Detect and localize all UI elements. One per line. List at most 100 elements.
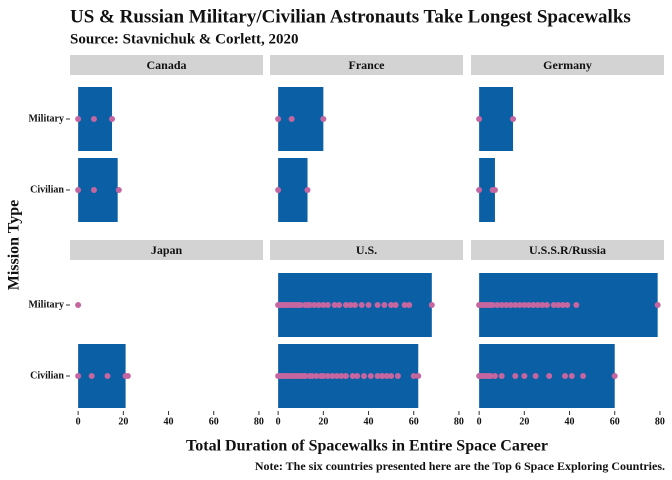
bar xyxy=(78,344,126,408)
x-tick-label: 40 xyxy=(565,416,575,427)
bar xyxy=(278,87,324,151)
point xyxy=(388,373,395,379)
point xyxy=(313,373,320,379)
point xyxy=(534,302,541,308)
x-tick-label: 60 xyxy=(409,416,419,427)
point xyxy=(521,373,528,379)
point xyxy=(489,302,496,308)
point xyxy=(428,302,435,308)
facet-label: Germany xyxy=(543,58,592,72)
point xyxy=(410,373,417,379)
point xyxy=(546,373,553,379)
x-tick-label: 20 xyxy=(318,416,328,427)
point xyxy=(525,302,532,308)
point xyxy=(374,373,381,379)
x-tick-label: 20 xyxy=(118,416,128,427)
y-tick-label: Civilian xyxy=(30,184,64,195)
point xyxy=(275,187,282,193)
point xyxy=(297,302,304,308)
point xyxy=(90,116,97,122)
point xyxy=(564,302,571,308)
point xyxy=(476,187,483,193)
point xyxy=(383,373,390,379)
x-tick-label: 20 xyxy=(519,416,529,427)
point xyxy=(342,373,349,379)
x-tick-label: 40 xyxy=(164,416,174,427)
point xyxy=(324,373,331,379)
point xyxy=(104,373,111,379)
chart-title: US & Russian Military/Civilian Astronaut… xyxy=(70,6,631,27)
point xyxy=(354,373,361,379)
point xyxy=(75,302,82,308)
point xyxy=(351,302,358,308)
point xyxy=(539,302,546,308)
facet-label: U.S. xyxy=(356,243,377,257)
point xyxy=(494,302,501,308)
x-tick-label: 60 xyxy=(610,416,620,427)
x-tick-label: 60 xyxy=(209,416,219,427)
x-tick-label: 80 xyxy=(454,416,464,427)
point xyxy=(347,302,354,308)
point xyxy=(491,187,498,193)
bar xyxy=(479,87,514,151)
point xyxy=(476,116,483,122)
point xyxy=(654,302,661,308)
chart-subtitle: Source: Stavnichuk & Corlett, 2020 xyxy=(70,31,298,47)
facet-label: Canada xyxy=(146,58,186,72)
point xyxy=(532,373,539,379)
point xyxy=(491,373,498,379)
x-axis-label: Total Duration of Spacewalks in Entire S… xyxy=(186,438,548,455)
facet-strip xyxy=(270,240,463,260)
point xyxy=(543,302,550,308)
point xyxy=(75,187,82,193)
point xyxy=(306,302,313,308)
facet-label: U.S.S.R/Russia xyxy=(529,243,606,257)
point xyxy=(365,302,372,308)
point xyxy=(580,373,587,379)
point xyxy=(512,373,519,379)
point xyxy=(320,116,327,122)
point xyxy=(90,187,97,193)
point xyxy=(573,302,580,308)
point xyxy=(392,302,399,308)
point xyxy=(503,302,510,308)
point xyxy=(388,302,395,308)
point xyxy=(320,373,327,379)
point xyxy=(75,373,82,379)
point xyxy=(342,302,349,308)
facet-label: France xyxy=(349,58,386,72)
point xyxy=(498,302,505,308)
point xyxy=(498,373,505,379)
bar xyxy=(278,158,308,222)
point xyxy=(415,373,422,379)
x-tick-label: 80 xyxy=(655,416,665,427)
point xyxy=(311,302,318,308)
point xyxy=(358,302,365,308)
point xyxy=(374,302,381,308)
point xyxy=(521,302,528,308)
x-tick-label: 80 xyxy=(254,416,264,427)
point xyxy=(550,302,557,308)
point xyxy=(379,373,386,379)
point xyxy=(611,373,618,379)
point xyxy=(109,116,116,122)
facet-label: Japan xyxy=(151,243,183,257)
point xyxy=(320,302,327,308)
point xyxy=(336,302,343,308)
y-axis-label: Mission Type xyxy=(6,200,23,291)
facet-strip xyxy=(70,55,263,75)
point xyxy=(288,116,295,122)
point xyxy=(302,373,309,379)
point xyxy=(331,302,338,308)
y-tick-label: Military xyxy=(28,113,64,124)
point xyxy=(562,373,569,379)
point xyxy=(516,302,523,308)
point xyxy=(361,373,368,379)
point xyxy=(487,373,494,379)
x-tick-label: 0 xyxy=(477,416,482,427)
x-tick-label: 0 xyxy=(276,416,281,427)
point xyxy=(555,302,562,308)
x-tick-label: 40 xyxy=(364,416,374,427)
point xyxy=(315,302,322,308)
